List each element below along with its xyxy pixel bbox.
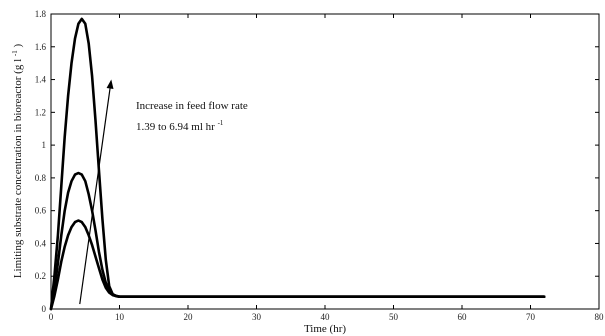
series-line-1 [49,17,546,311]
y-tick-label: 0.2 [35,271,46,281]
annotation: Increase in feed flow rate 1.39 to 6.94 … [79,79,248,305]
x-tick-label: 60 [458,312,468,322]
x-tick-label: 10 [115,312,125,322]
annotation-arrowhead [106,79,114,89]
y-axis: 0 0.2 0.4 0.6 0.8 1 1.2 1.4 1.6 1.8 [35,9,599,314]
series-line-3 [49,219,546,311]
y-tick-label: 0.8 [35,173,47,183]
y-tick-label: 0 [42,304,47,314]
y-axis-title-close: ) [12,44,24,48]
y-axis-title-text: Limiting substrate concentration in bior… [12,59,24,278]
annotation-line2: 1.39 to 6.94 ml hr -1 [136,119,224,133]
series-group [49,17,546,311]
y-tick-label: 0.6 [35,206,47,216]
y-tick-label: 1.4 [35,75,47,85]
annotation-line2-sup: -1 [218,119,224,127]
y-tick-label: 1.2 [35,107,46,117]
x-tick-label: 80 [595,312,605,322]
annotation-line1: Increase in feed flow rate [136,100,248,112]
x-axis-title: Time (hr) [304,323,346,335]
x-tick-label: 70 [526,312,536,322]
x-tick-label: 30 [252,312,262,322]
x-tick-label: 20 [184,312,194,322]
y-tick-label: 1 [42,140,47,150]
y-tick-label: 1.8 [35,9,47,19]
y-tick-label: 0.4 [35,238,47,248]
x-tick-label: 0 [49,312,54,322]
series-line-2 [49,171,546,311]
annotation-line2-text: 1.39 to 6.94 ml hr [136,121,215,133]
y-axis-title: Limiting substrate concentration in bior… [8,44,24,279]
y-axis-title-sup: -1 [11,50,19,56]
x-tick-label: 40 [321,312,331,322]
x-axis: 0 10 20 30 40 50 60 70 80 [49,14,604,322]
plot-frame [50,13,600,310]
x-tick-label: 50 [389,312,399,322]
y-tick-label: 1.6 [35,42,47,52]
annotation-arrow [79,88,111,305]
